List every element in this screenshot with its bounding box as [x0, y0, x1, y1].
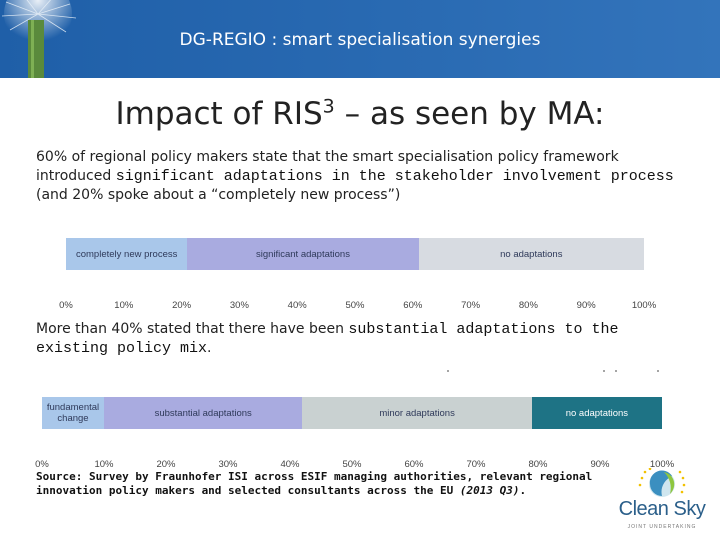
stakeholder-involvement-chart: completely new process significant adapta…	[59, 238, 656, 314]
slide-title-main: Impact of RIS	[115, 96, 323, 132]
header-banner: DG-REGIO : smart specialisation synergie…	[0, 0, 720, 78]
chart1-tick-label-9: 90%	[576, 300, 596, 311]
chart1-tick-label-6: 60%	[403, 300, 423, 311]
slide-title-rest: – as seen by MA:	[334, 96, 605, 132]
logo-text: Clean Sky	[618, 498, 706, 520]
chart2-bar-segment-1: substantial adaptations	[104, 397, 303, 429]
chart2-top-dots	[447, 370, 659, 372]
chart2-tick-label-1: 10%	[94, 459, 114, 470]
chart2-bar-segment-0: fundamental change	[42, 397, 104, 429]
chart2-bar-segment-3: no adaptations	[531, 397, 662, 429]
chart2-tick-label-3: 30%	[218, 459, 238, 470]
chart2-tick-label-5: 50%	[342, 459, 362, 470]
para1-emphasis: significant adaptations in the stakehold…	[115, 168, 674, 185]
source-end: .	[519, 484, 527, 497]
chart2-tick-label-4: 40%	[280, 459, 300, 470]
chart2-tick-label-0: 0%	[35, 459, 49, 470]
para1-text-end: (and 20% spoke about a “completely new p…	[36, 187, 401, 203]
chart1-bar-segment-0: completely new process	[66, 238, 188, 270]
chart2-tick-label-9: 90%	[590, 459, 610, 470]
clean-sky-emblem-icon	[638, 467, 686, 497]
chart2-tick-label-8: 80%	[528, 459, 548, 470]
slide-title-superscript: 3	[322, 95, 335, 118]
chart2-tick-label-6: 60%	[404, 459, 424, 470]
chart1-tick-label-8: 80%	[518, 300, 538, 311]
chart2-tick-label-7: 70%	[466, 459, 486, 470]
header-title: DG-REGIO : smart specialisation synergie…	[179, 30, 541, 50]
paragraph-policy-mix: More than 40% stated that there have bee…	[36, 320, 686, 358]
chart1-bar-segment-2: no adaptations	[418, 238, 644, 270]
chart1-tick-label-0: 0%	[59, 300, 73, 311]
source-note: Source: Survey by Fraunhofer ISI across …	[36, 470, 636, 498]
chart1-tick-label-5: 50%	[345, 300, 365, 311]
chart1-tick-label-3: 30%	[229, 300, 249, 311]
chart1-tick-label-2: 20%	[172, 300, 192, 311]
dandelion-decoration-icon	[0, 0, 90, 78]
para2-text-end: .	[207, 340, 212, 356]
slide-title: Impact of RIS3 – as seen by MA:	[0, 96, 720, 132]
chart2-tick-label-2: 20%	[156, 459, 176, 470]
source-text: Source: Survey by Fraunhofer ISI across …	[36, 470, 593, 497]
policy-mix-chart: fundamental change substantial adaptation…	[35, 397, 674, 473]
chart1-tick-label-10: 100%	[631, 300, 657, 311]
para2-emphasis: substantial adaptations to the existing …	[36, 321, 619, 357]
chart2-tick-label-10: 100%	[649, 459, 675, 470]
chart2-bar-segment-2: minor adaptations	[302, 397, 532, 429]
clean-sky-logo: Clean Sky JOINT UNDERTAKING	[612, 467, 712, 536]
para1-text: 60% of regional policy makers state that…	[36, 149, 619, 184]
para2-text: More than 40% stated that there have bee…	[36, 321, 349, 337]
logo-subtext: JOINT UNDERTAKING	[627, 524, 697, 530]
paragraph-stakeholder-involvement: 60% of regional policy makers state that…	[36, 148, 676, 205]
source-date: (2013 Q3)	[459, 484, 520, 497]
chart1-tick-label-4: 40%	[287, 300, 307, 311]
chart1-tick-label-7: 70%	[461, 300, 481, 311]
chart1-bar-segment-1: significant adaptations	[187, 238, 419, 270]
chart1-tick-label-1: 10%	[114, 300, 134, 311]
